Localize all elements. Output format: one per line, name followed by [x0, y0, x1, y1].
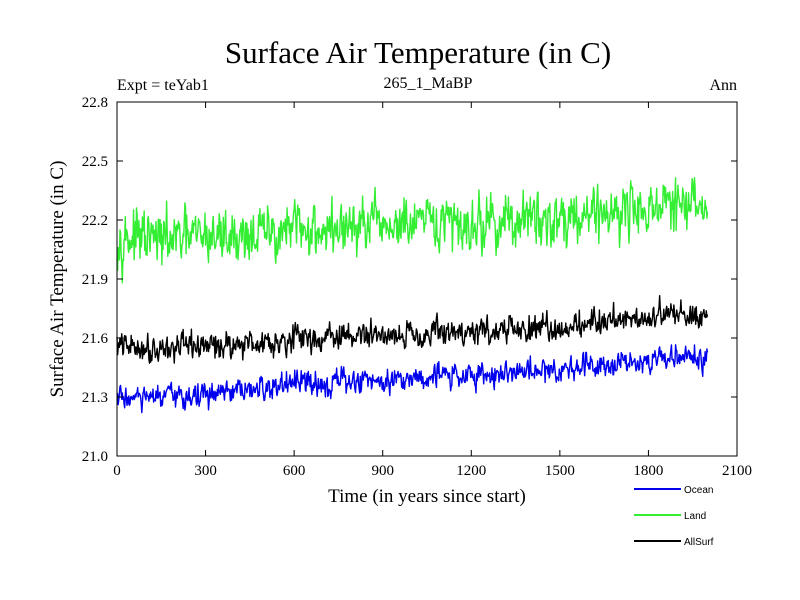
x-tick-label: 300 [194, 463, 217, 479]
legend-label-land: Land [684, 511, 706, 522]
x-axis: 0 300 600 900 1200 1500 1800 2100 [113, 102, 752, 479]
series-line-ocean [116, 344, 709, 414]
y-tick-label: 21.6 [82, 331, 109, 347]
legend-label-ocean: Ocean [684, 485, 713, 496]
experiment-label: Expt = teYab1 [117, 77, 209, 94]
chart-title: Surface Air Temperature (in C) [225, 35, 611, 70]
season-label: Ann [709, 77, 737, 94]
series-line-allsurf [116, 295, 709, 364]
x-axis-label: Time (in years since start) [328, 486, 526, 507]
series-line-land [116, 177, 709, 284]
x-tick-label: 2100 [722, 463, 752, 479]
legend-label-allsurf: AllSurf [684, 537, 714, 548]
x-tick-label: 0 [113, 463, 121, 479]
y-tick-label: 22.8 [82, 95, 108, 111]
x-tick-label: 1500 [545, 463, 575, 479]
y-tick-label: 21.0 [82, 449, 108, 465]
x-tick-label: 1200 [456, 463, 486, 479]
y-tick-label: 21.9 [82, 272, 108, 288]
y-tick-label: 21.3 [82, 390, 108, 406]
y-axis: 21.0 21.3 21.6 21.9 22.2 22.5 22.8 [82, 95, 737, 465]
x-tick-label: 600 [283, 463, 306, 479]
legend: Ocean Land AllSurf [634, 485, 714, 548]
x-tick-label: 900 [371, 463, 394, 479]
x-tick-label: 1800 [633, 463, 663, 479]
y-axis-label: Surface Air Temperature (in C) [47, 161, 68, 398]
chart-subtitle: 265_1_MaBP [384, 75, 473, 92]
plot-frame [116, 101, 738, 457]
plot-area [116, 177, 709, 414]
y-tick-label: 22.2 [82, 213, 108, 229]
y-tick-label: 22.5 [82, 154, 108, 170]
